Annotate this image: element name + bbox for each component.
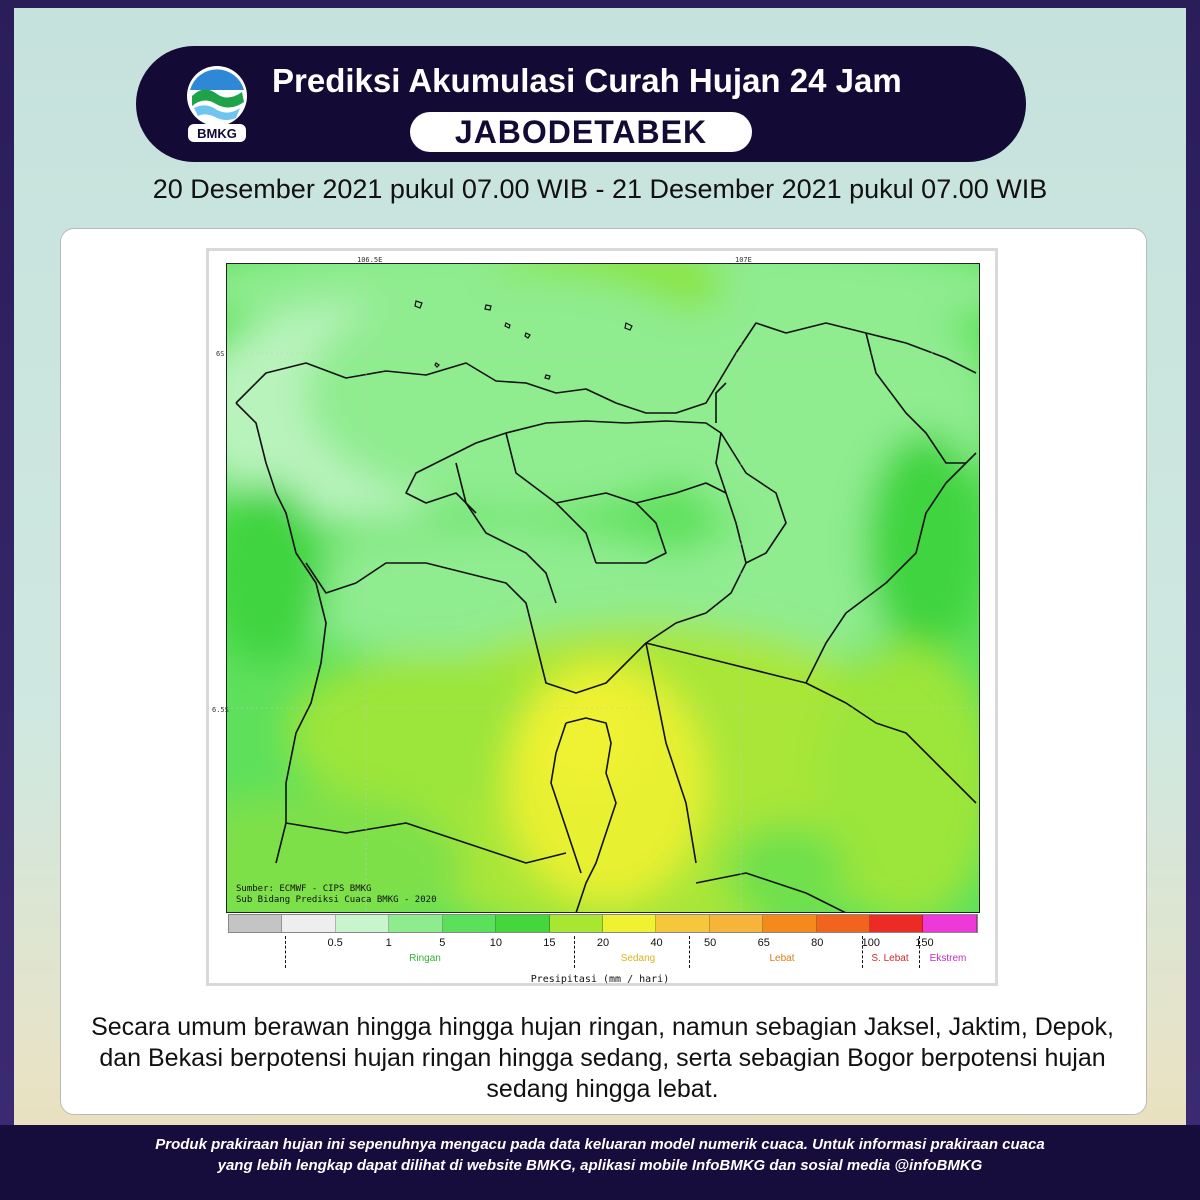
legend-tick-label: 10 [489, 937, 502, 949]
left-border [0, 0, 14, 1130]
rainfall-map [226, 263, 980, 913]
legend-tick-label: 100 [861, 937, 881, 949]
legend-tick-label: 1 [385, 937, 392, 949]
legend-swatch [389, 915, 443, 932]
logo-text: BMKG [197, 126, 237, 141]
legend-tick-label: 15 [543, 937, 556, 949]
legend-tick-label: 5 [439, 937, 446, 949]
credit-line-2: Sub Bidang Prediksi Cuaca BMKG - 2020 [236, 895, 437, 905]
credit-line-1: Sumber: ECMWF - CIPS BMKG [236, 884, 372, 894]
legend-tick-label: 65 [757, 937, 770, 949]
legend-swatch [763, 915, 817, 932]
legend-category-label: Ringan [409, 953, 441, 964]
bmkg-logo: BMKG [184, 62, 250, 144]
legend-tick-label: 20 [596, 937, 610, 949]
legend-swatch [496, 915, 550, 932]
lat-label-1: 6S [216, 350, 225, 358]
legend-category-label: Sedang [620, 953, 656, 964]
legend-swatch [923, 915, 977, 932]
legend-tick-label: 80 [811, 937, 824, 949]
legend-swatch [282, 915, 336, 932]
legend-category-label: Lebat [769, 953, 795, 964]
legend-divider [285, 936, 286, 968]
legend-swatch [656, 915, 710, 932]
page-title: Prediksi Akumulasi Curah Hujan 24 Jam [272, 62, 902, 99]
legend-divider [919, 936, 920, 968]
legend-swatch [335, 915, 390, 932]
forecast-summary: Secara umum berawan hingga hingga hujan … [91, 1013, 1114, 1103]
legend-swatch [442, 915, 497, 932]
lon-label-1: 106.5E [357, 256, 383, 264]
legend-swatch [229, 915, 283, 932]
date-range: 20 Desember 2021 pukul 07.00 WIB - 21 De… [152, 174, 1048, 204]
legend-category-label: S. Lebat [871, 953, 909, 964]
legend-divider [689, 936, 690, 968]
legend-tick-label: 150 [915, 937, 934, 949]
top-border [0, 0, 1200, 8]
legend-swatch [709, 915, 764, 932]
footer: Produk prakiraan hujan ini sepenuhnya me… [0, 1125, 1200, 1200]
legend-divider [574, 936, 575, 968]
footer-line-2: yang lebih lengkap dapat dilihat di webs… [217, 1157, 983, 1174]
legend-tick-label: 40 [650, 937, 663, 949]
region-badge: JABODETABEK [410, 112, 752, 152]
legend-swatch [870, 915, 924, 932]
legend-axis-title: Presipitasi (mm / hari) [530, 974, 670, 985]
legend-tick-label: 0.5 [327, 937, 343, 949]
legend-tick-label: 50 [704, 937, 717, 949]
map-credit: Sumber: ECMWF - CIPS BMKG Sub Bidang Pre… [236, 884, 436, 906]
footer-line-1: Produk prakiraan hujan ini sepenuhnya me… [155, 1136, 1045, 1153]
legend-swatch [816, 915, 871, 932]
right-border [1186, 0, 1200, 1130]
legend-category-label: Ekstrem [929, 953, 967, 964]
color-legend [228, 914, 978, 933]
legend-swatch [549, 915, 603, 932]
legend-swatch [602, 915, 657, 932]
lat-label-2: 6.5S [212, 706, 229, 714]
lon-label-2: 107E [735, 256, 752, 264]
legend-divider [862, 936, 863, 968]
